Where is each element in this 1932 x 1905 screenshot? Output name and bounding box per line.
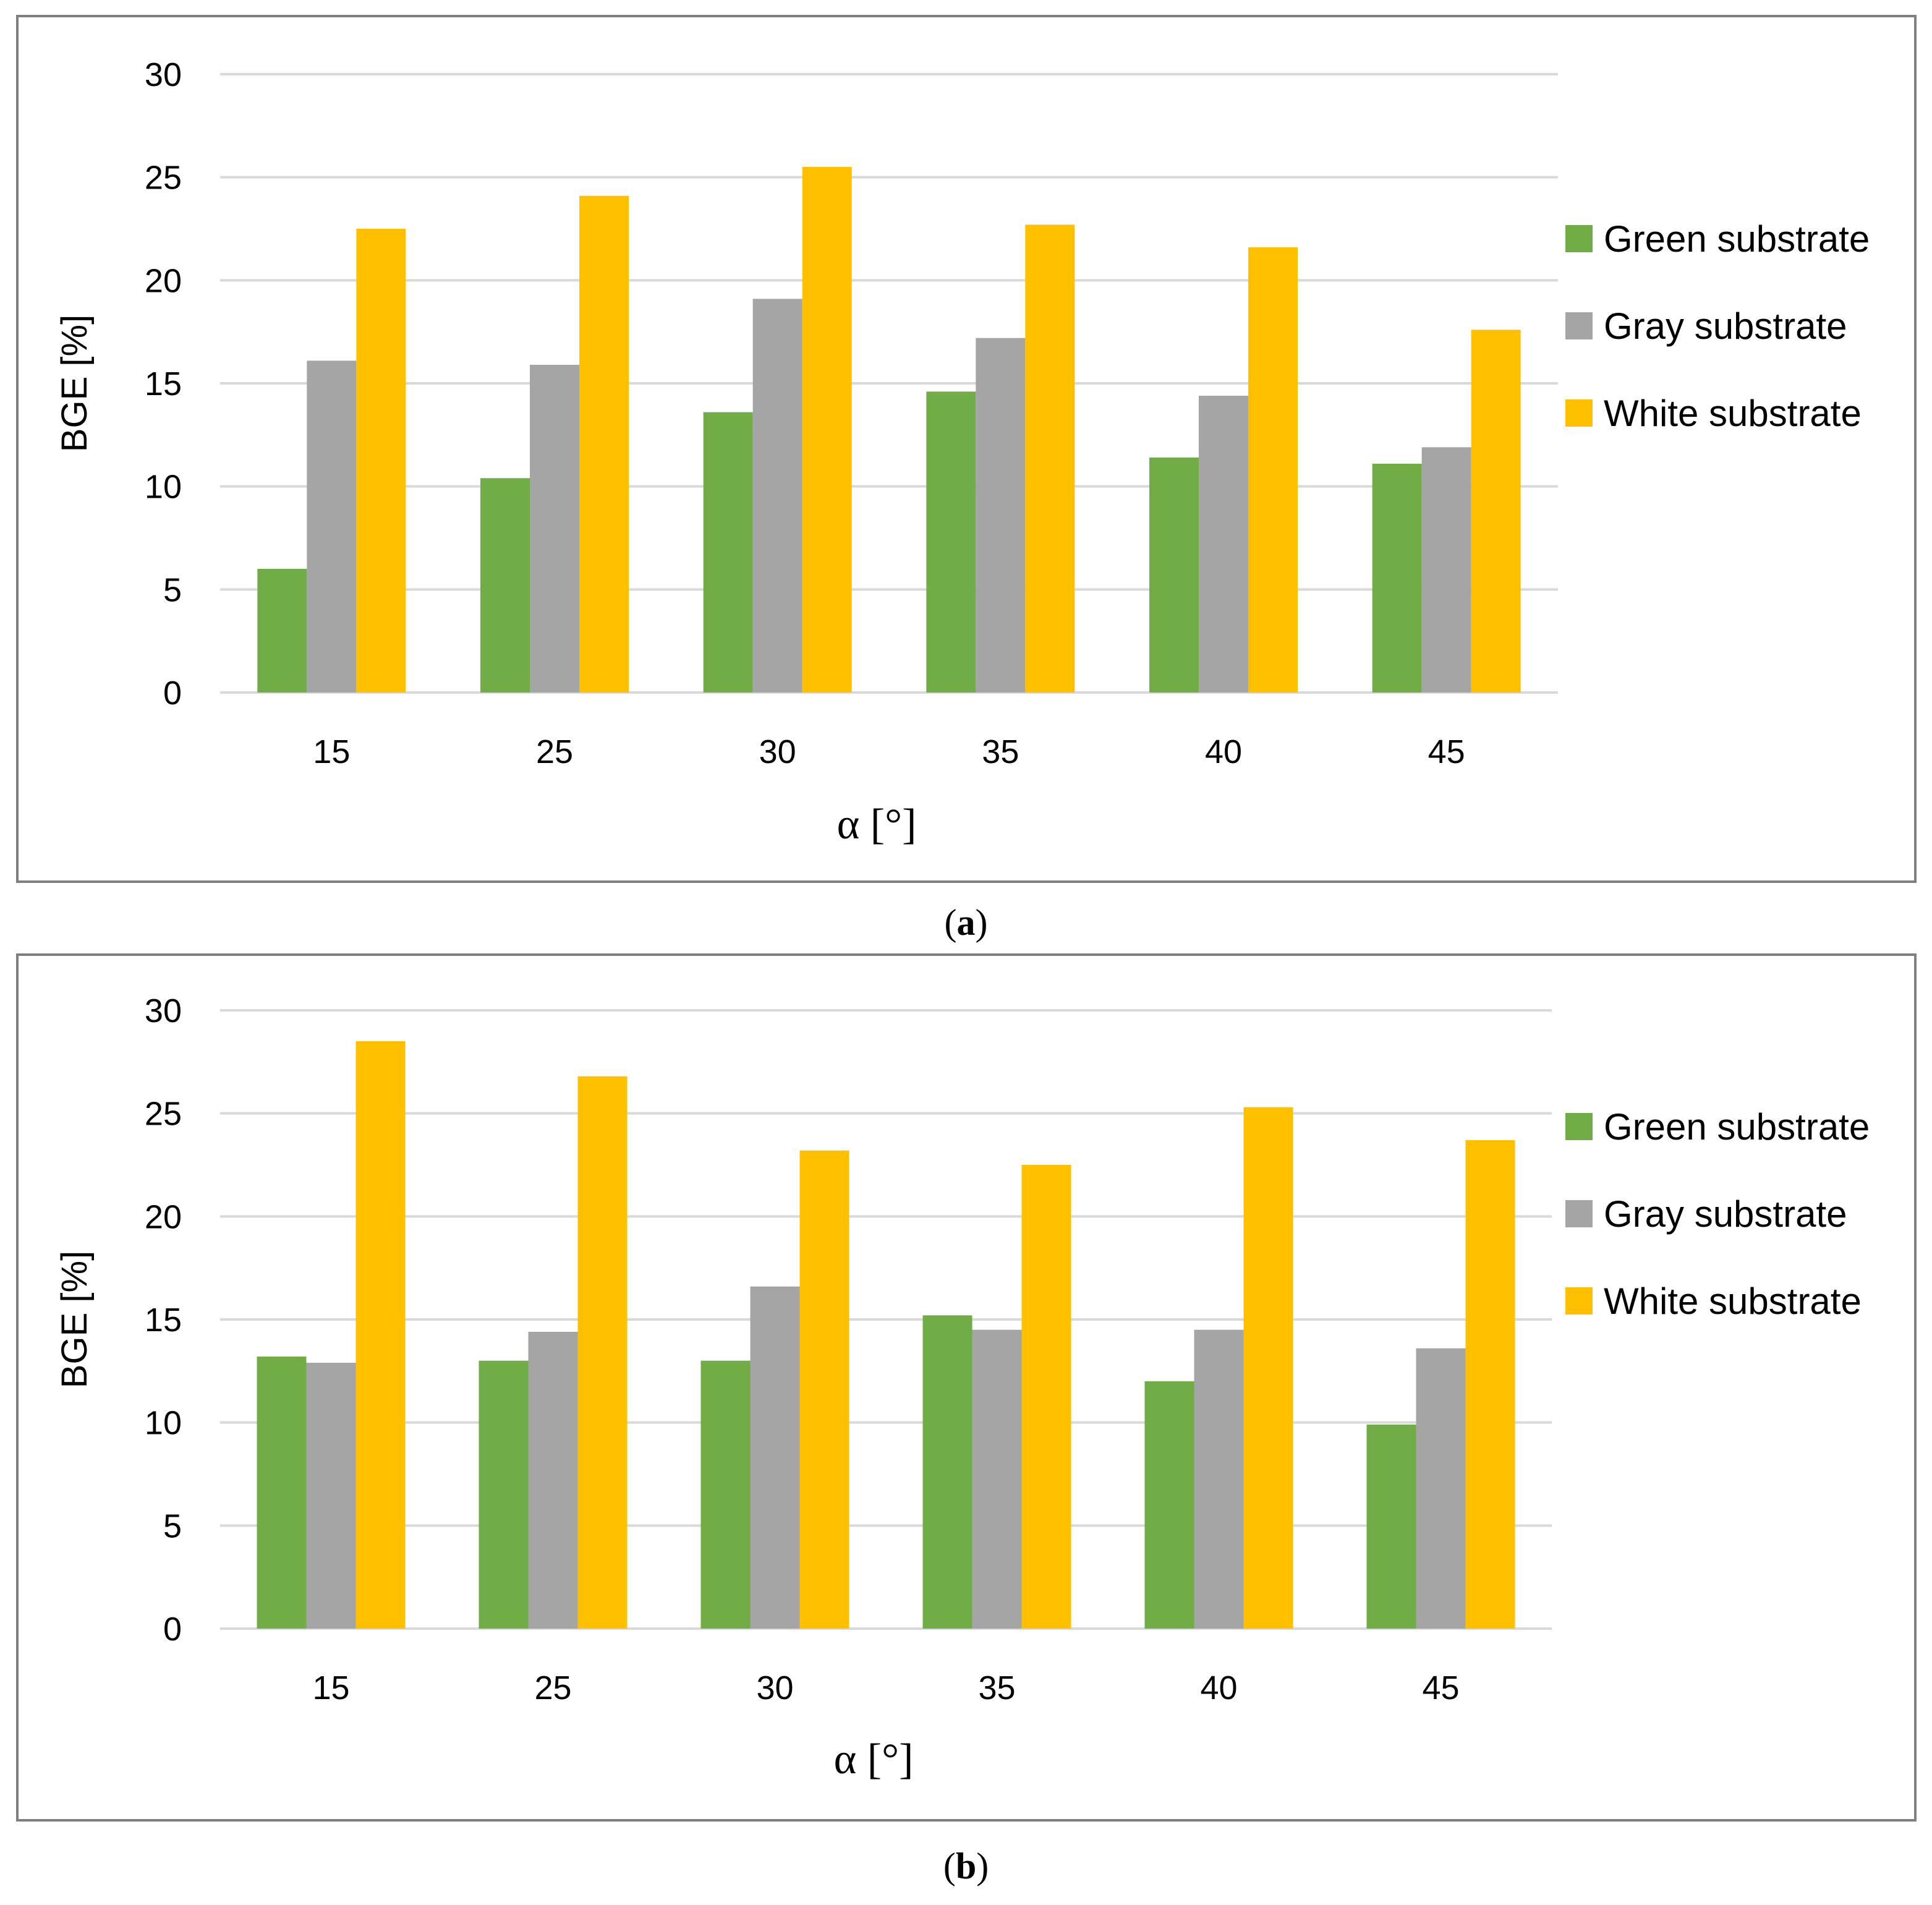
legend-swatch-green-substrate — [1565, 225, 1593, 252]
y-tick-label: 0 — [163, 1611, 182, 1648]
x-tick-label: 40 — [1200, 1669, 1237, 1707]
y-tick-label: 15 — [145, 365, 182, 403]
y-tick-label: 0 — [163, 675, 182, 712]
bar-green-substrate-30 — [703, 412, 753, 693]
bar-green-substrate-25 — [480, 478, 530, 693]
y-tick-label: 30 — [145, 992, 182, 1029]
x-tick-label: 35 — [978, 1669, 1015, 1707]
y-tick-label: 5 — [163, 571, 182, 608]
bar-gray-substrate-30 — [752, 299, 802, 693]
y-tick-label: 30 — [145, 56, 182, 93]
bar-green-substrate-35 — [922, 1315, 972, 1629]
bar-green-substrate-40 — [1144, 1381, 1194, 1629]
bar-gray-substrate-40 — [1199, 396, 1248, 693]
bar-white-substrate-35 — [1025, 224, 1075, 693]
bar-green-substrate-45 — [1366, 1425, 1416, 1629]
y-tick-label: 25 — [145, 1096, 182, 1133]
bar-gray-substrate-45 — [1416, 1348, 1466, 1629]
x-axis-title: α [°] — [837, 801, 917, 848]
bar-gray-substrate-25 — [530, 365, 579, 693]
x-tick-label: 45 — [1422, 1669, 1459, 1707]
bar-green-substrate-15 — [257, 569, 307, 693]
bar-chart-a: 0 5 10 15 20 25 30 15 25 30 35 40 45 BGE [%] α [°] Gree… — [54, 56, 1870, 848]
bar-white-substrate-45 — [1471, 330, 1521, 693]
bar-gray-substrate-45 — [1421, 447, 1471, 693]
bar-white-substrate-15 — [356, 229, 406, 693]
x-tick-label: 45 — [1428, 733, 1465, 770]
bar-gray-substrate-15 — [306, 1363, 356, 1629]
x-tick-label: 15 — [313, 733, 350, 770]
y-axis-title: BGE [%] — [54, 315, 95, 452]
bar-white-substrate-45 — [1465, 1140, 1515, 1629]
bar-green-substrate-40 — [1149, 458, 1199, 693]
caption-a: (a) — [944, 902, 988, 943]
x-tick-label: 25 — [536, 733, 573, 770]
legend-label: White substrate — [1604, 1281, 1862, 1322]
legend-label: Gray substrate — [1604, 305, 1847, 347]
y-tick-label: 20 — [145, 1198, 182, 1235]
y-tick-label: 20 — [145, 262, 182, 299]
y-tick-label: 5 — [163, 1507, 182, 1545]
x-tick-label: 15 — [312, 1669, 349, 1707]
legend-label: Green substrate — [1604, 218, 1870, 260]
legend-swatch-gray-substrate — [1565, 312, 1593, 339]
x-tick-label: 30 — [756, 1669, 793, 1707]
bar-gray-substrate-25 — [528, 1332, 578, 1629]
caption-letter-b: b — [955, 1846, 977, 1886]
y-tick-label: 25 — [145, 160, 182, 197]
bar-green-substrate-25 — [479, 1360, 529, 1629]
y-tick-label: 10 — [145, 469, 182, 506]
legend-swatch-white-substrate — [1565, 1287, 1593, 1315]
bar-gray-substrate-30 — [750, 1286, 800, 1629]
y-axis-title: BGE [%] — [54, 1251, 95, 1388]
caption-letter-a: a — [956, 902, 976, 943]
x-axis-title: α [°] — [834, 1736, 914, 1783]
bar-green-substrate-30 — [700, 1360, 751, 1629]
bar-gray-substrate-35 — [972, 1329, 1022, 1629]
bar-gray-substrate-40 — [1194, 1329, 1244, 1629]
bar-white-substrate-15 — [355, 1041, 406, 1629]
bar-green-substrate-15 — [257, 1357, 307, 1629]
legend-label: Green substrate — [1604, 1106, 1870, 1148]
bar-white-substrate-40 — [1248, 247, 1298, 693]
legend-swatch-green-substrate — [1565, 1113, 1593, 1140]
x-tick-label: 35 — [982, 733, 1019, 770]
bar-white-substrate-25 — [579, 195, 629, 693]
x-tick-label: 40 — [1205, 733, 1242, 770]
x-tick-label: 30 — [759, 733, 796, 770]
x-tick-label: 25 — [534, 1669, 571, 1707]
bar-green-substrate-35 — [926, 391, 976, 693]
bar-white-substrate-30 — [802, 167, 852, 693]
legend-swatch-white-substrate — [1565, 399, 1593, 427]
legend-swatch-gray-substrate — [1565, 1200, 1593, 1227]
chart-panel-a: 0 5 10 15 20 25 30 15 25 30 35 40 45 BGE [%] α [°] Gree… — [16, 15, 1917, 883]
caption-b: (b) — [943, 1846, 989, 1886]
bar-green-substrate-45 — [1372, 464, 1422, 693]
bar-white-substrate-35 — [1021, 1165, 1071, 1629]
bar-white-substrate-40 — [1243, 1107, 1293, 1629]
chart-panel-b: 0 5 10 15 20 25 30 15 25 30 35 40 45 BGE [%] α [°] Gree… — [16, 953, 1917, 1822]
y-tick-label: 10 — [145, 1405, 182, 1442]
bar-white-substrate-30 — [799, 1150, 849, 1629]
legend-label: White substrate — [1604, 393, 1862, 434]
bar-chart-b: 0 5 10 15 20 25 30 15 25 30 35 40 45 BGE [%] α [°] Gree… — [54, 992, 1870, 1783]
legend-label: Gray substrate — [1604, 1193, 1847, 1235]
bar-gray-substrate-35 — [976, 338, 1026, 693]
bar-gray-substrate-15 — [307, 360, 357, 693]
bar-white-substrate-25 — [577, 1076, 628, 1629]
y-tick-label: 15 — [145, 1302, 182, 1339]
